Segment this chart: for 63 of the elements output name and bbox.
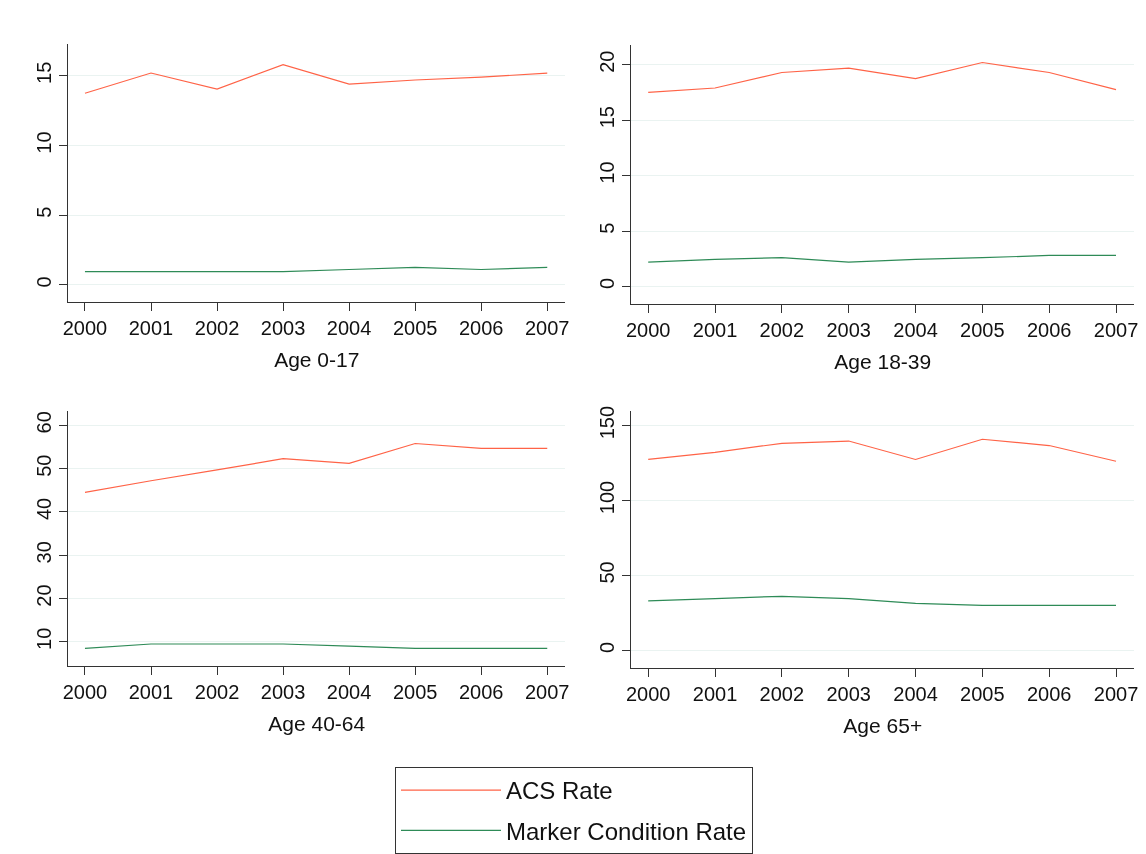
x-tick-label: 2000 <box>62 317 108 340</box>
x-tick-label: 2004 <box>326 681 372 704</box>
line-series <box>84 442 548 494</box>
x-tick-label: 2002 <box>759 319 805 342</box>
line-series <box>84 64 548 94</box>
x-tick-label: 2006 <box>1026 683 1072 706</box>
x-tick-label: 2005 <box>960 683 1005 706</box>
legend-label: Marker Condition Rate <box>506 817 747 845</box>
x-tick-label: 2007 <box>525 317 570 340</box>
x-tick-label: 2003 <box>260 317 306 340</box>
y-tick-label: 40 <box>33 497 56 521</box>
y-tick-label: 0 <box>596 641 619 653</box>
x-tick-label: 2006 <box>458 317 504 340</box>
x-tick-label: 2003 <box>826 319 871 342</box>
y-tick-label: 60 <box>33 411 56 434</box>
y-tick-label: 50 <box>33 454 56 477</box>
y-tick-label: 30 <box>33 541 56 564</box>
y-tick-label: 20 <box>596 50 619 73</box>
x-tick-label: 2001 <box>128 681 174 704</box>
y-tick-label: 5 <box>33 206 56 218</box>
x-tick-label: 2007 <box>1093 683 1139 706</box>
x-axis-title: Age 40-64 <box>268 712 366 736</box>
line-series <box>647 438 1117 462</box>
x-tick-label: 2000 <box>625 683 671 706</box>
line-series <box>647 595 1117 607</box>
x-axis-title: Age 65+ <box>843 714 923 738</box>
x-tick-label: 2002 <box>194 317 240 340</box>
line-series <box>647 254 1117 263</box>
y-tick-label: 10 <box>33 131 56 154</box>
y-tick-label: 0 <box>33 276 56 288</box>
y-tick-label: 5 <box>596 222 619 234</box>
legend-label: ACS Rate <box>506 777 613 805</box>
x-tick-label: 2006 <box>1026 319 1072 342</box>
x-tick-label: 2005 <box>392 317 438 340</box>
x-axis-title: Age 18-39 <box>834 350 932 374</box>
y-tick-label: 20 <box>33 584 56 607</box>
x-tick-label: 2002 <box>759 683 805 706</box>
y-tick-label: 150 <box>596 405 619 440</box>
x-tick-label: 2003 <box>260 681 306 704</box>
y-tick-label: 0 <box>596 277 619 290</box>
x-tick-label: 2001 <box>692 683 738 706</box>
x-tick-label: 2000 <box>62 681 108 704</box>
y-tick-label: 10 <box>33 627 56 650</box>
y-tick-label: 15 <box>33 61 56 84</box>
y-tick-label: 10 <box>596 161 619 184</box>
x-tick-label: 2003 <box>826 683 871 706</box>
x-tick-label: 2002 <box>194 681 240 704</box>
x-tick-label: 2001 <box>128 317 174 340</box>
x-tick-label: 2004 <box>326 317 372 340</box>
x-tick-label: 2005 <box>392 681 438 704</box>
x-tick-label: 2000 <box>625 319 671 342</box>
line-series <box>647 61 1117 94</box>
x-tick-label: 2005 <box>960 319 1005 342</box>
x-tick-label: 2006 <box>458 681 504 704</box>
x-tick-label: 2007 <box>525 681 570 704</box>
y-tick-label: 15 <box>596 106 619 129</box>
x-tick-label: 2004 <box>893 683 938 706</box>
x-tick-label: 2007 <box>1093 319 1139 342</box>
x-tick-label: 2001 <box>692 319 738 342</box>
x-tick-label: 2004 <box>893 319 938 342</box>
x-axis-title: Age 0-17 <box>274 348 360 372</box>
y-tick-label: 50 <box>596 561 619 584</box>
y-tick-label: 100 <box>596 480 619 515</box>
